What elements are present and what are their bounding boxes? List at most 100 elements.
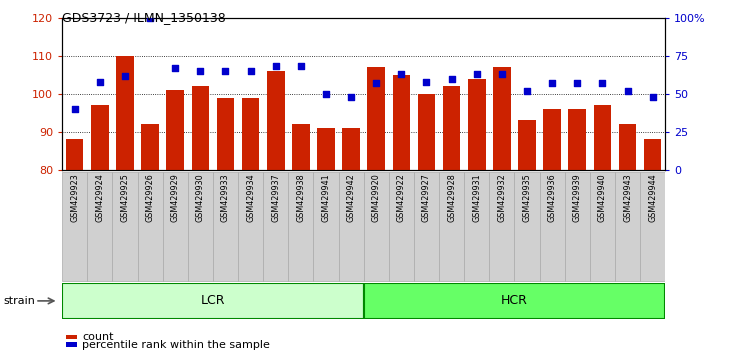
Bar [539, 172, 564, 281]
Bar [590, 172, 615, 281]
Bar [192, 86, 209, 170]
Bar [417, 94, 435, 170]
Bar [464, 172, 489, 281]
Point [194, 68, 206, 74]
Bar [314, 172, 338, 281]
Text: GSM429925: GSM429925 [121, 173, 129, 222]
Point [320, 91, 332, 97]
Text: GSM429939: GSM429939 [573, 173, 582, 222]
Bar [364, 172, 389, 281]
Text: GSM429936: GSM429936 [548, 173, 556, 222]
Text: GSM429940: GSM429940 [598, 173, 607, 222]
Point [446, 76, 458, 81]
Text: GSM429944: GSM429944 [648, 173, 657, 222]
Bar [543, 109, 561, 170]
Point [219, 68, 231, 74]
Bar [443, 86, 461, 170]
Bar [267, 71, 284, 170]
Point [621, 88, 633, 93]
Point [647, 94, 659, 100]
Bar [414, 172, 439, 281]
Bar [618, 124, 636, 170]
Bar [162, 172, 188, 281]
Text: GSM429926: GSM429926 [145, 173, 154, 222]
Point [270, 64, 281, 69]
Bar [167, 90, 184, 170]
Bar [439, 172, 464, 281]
Bar [141, 124, 159, 170]
Point [371, 80, 382, 86]
Point [345, 94, 357, 100]
Point [94, 79, 106, 85]
Bar [116, 56, 134, 170]
Bar [66, 335, 77, 339]
Point [572, 80, 583, 86]
Bar [389, 172, 414, 281]
Bar [564, 172, 590, 281]
Point [596, 80, 608, 86]
Text: GSM429930: GSM429930 [196, 173, 205, 222]
Text: strain: strain [4, 296, 36, 306]
Bar [493, 67, 511, 170]
Text: GSM429935: GSM429935 [523, 173, 531, 222]
Bar [292, 124, 310, 170]
Point [546, 80, 558, 86]
Bar [62, 283, 364, 319]
Bar [569, 109, 586, 170]
Text: GSM429942: GSM429942 [346, 173, 355, 222]
Bar [338, 172, 364, 281]
Bar [640, 172, 665, 281]
Bar [137, 172, 163, 281]
Bar [489, 172, 515, 281]
Text: GSM429931: GSM429931 [472, 173, 481, 222]
Bar [468, 79, 485, 170]
Text: GSM429928: GSM429928 [447, 173, 456, 222]
Text: GSM429923: GSM429923 [70, 173, 79, 222]
Point [144, 15, 156, 21]
Bar [91, 105, 109, 170]
Text: GSM429932: GSM429932 [497, 173, 507, 222]
Bar [62, 172, 87, 281]
Text: GSM429924: GSM429924 [95, 173, 105, 222]
Bar [242, 98, 260, 170]
Bar [66, 139, 83, 170]
Point [521, 88, 533, 93]
Point [170, 65, 181, 71]
Bar [213, 172, 238, 281]
Bar [518, 120, 536, 170]
Text: GSM429934: GSM429934 [246, 173, 255, 222]
Text: GSM429943: GSM429943 [623, 173, 632, 222]
Bar [342, 128, 360, 170]
Bar [216, 98, 234, 170]
Point [496, 71, 508, 77]
Bar [288, 172, 314, 281]
Text: GSM429941: GSM429941 [322, 173, 330, 222]
Bar [87, 172, 113, 281]
Text: GSM429938: GSM429938 [296, 173, 306, 222]
Text: HCR: HCR [501, 295, 528, 307]
Point [395, 71, 407, 77]
Point [119, 73, 131, 78]
Text: GSM429937: GSM429937 [271, 173, 280, 222]
Bar [515, 172, 539, 281]
Bar [317, 128, 335, 170]
Bar [393, 75, 410, 170]
Text: GSM429927: GSM429927 [422, 173, 431, 222]
Text: GSM429920: GSM429920 [372, 173, 381, 222]
Bar [238, 172, 263, 281]
Bar [113, 172, 137, 281]
Point [295, 64, 307, 69]
Bar [594, 105, 611, 170]
Bar [644, 139, 662, 170]
Bar [364, 283, 665, 319]
Text: GSM429922: GSM429922 [397, 173, 406, 222]
Point [69, 106, 80, 112]
Bar [66, 342, 77, 347]
Text: LCR: LCR [200, 295, 225, 307]
Text: GDS3723 / ILMN_1350138: GDS3723 / ILMN_1350138 [62, 11, 226, 24]
Point [471, 71, 482, 77]
Bar [188, 172, 213, 281]
Text: count: count [83, 332, 114, 342]
Point [245, 68, 257, 74]
Text: GSM429929: GSM429929 [171, 173, 180, 222]
